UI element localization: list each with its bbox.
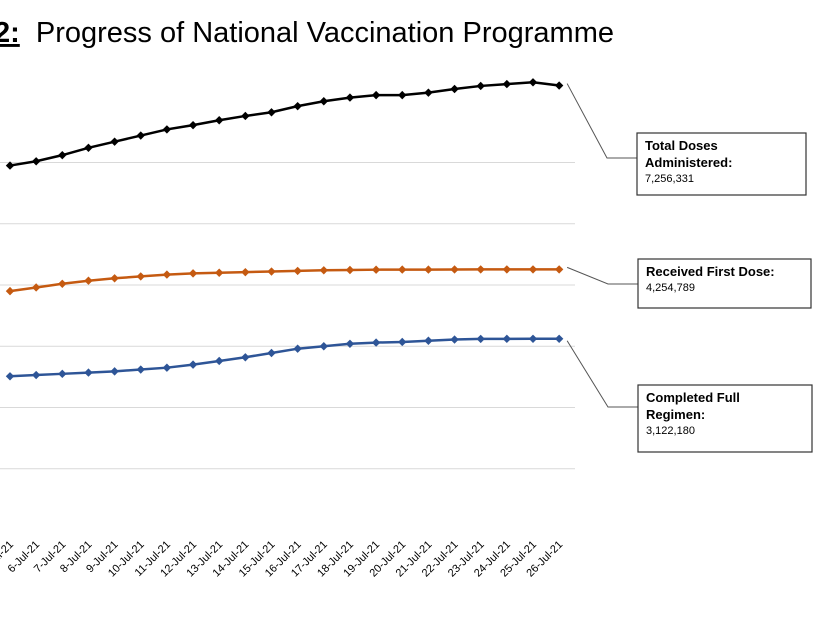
data-point: [58, 369, 67, 379]
callout-leader: [566, 83, 637, 159]
data-point: [345, 265, 355, 275]
series-line: [9, 337, 560, 378]
callout-box: [637, 258, 812, 309]
data-point: [162, 363, 172, 372]
series-layer: [5, 78, 564, 381]
data-point: [215, 356, 224, 366]
series-1: [5, 265, 564, 296]
data-point: [371, 338, 381, 347]
data-point: [136, 272, 145, 281]
callout-box: [637, 384, 813, 453]
callout-layer: Total Doses Administered: 7,256,331 Receive…: [566, 83, 813, 453]
series-line: [9, 268, 560, 293]
data-point: [110, 367, 119, 376]
callout-value: 3,122,180: [646, 425, 695, 437]
data-point: [31, 157, 41, 166]
data-point: [293, 266, 302, 276]
data-point: [554, 265, 564, 274]
callout-title: Total Doses: [645, 138, 718, 153]
data-point: [5, 372, 15, 381]
callout-box: [636, 132, 807, 196]
data-point: [241, 353, 250, 362]
callout-0: Total Doses Administered: 7,256,331: [566, 83, 807, 196]
chart-title-text: Progress of National Vaccination Program…: [36, 17, 614, 49]
data-point: [136, 365, 145, 374]
data-point: [110, 137, 119, 146]
callout-1: Received First Dose: 4,254,789: [566, 258, 812, 309]
callout-title: Administered:: [645, 155, 732, 170]
data-point: [84, 368, 93, 377]
callout-title: Completed Full: [646, 390, 740, 405]
data-point: [476, 334, 485, 344]
data-point: [162, 270, 172, 279]
data-point: [215, 268, 224, 277]
callout-2: Completed Full Regimen: 3,122,180: [566, 340, 813, 453]
data-point: [293, 101, 302, 111]
data-point: [241, 267, 250, 277]
data-point: [502, 265, 512, 274]
data-point: [502, 334, 512, 344]
data-point: [450, 335, 459, 344]
callout-value: 7,256,331: [645, 173, 694, 185]
data-point: [188, 120, 198, 130]
data-point: [371, 265, 381, 274]
data-point: [476, 81, 485, 91]
series-line: [9, 81, 560, 167]
callout-title: Regimen:: [646, 407, 705, 422]
callout-title: Received First Dose:: [646, 264, 775, 279]
data-point: [554, 334, 564, 343]
callout-leader: [566, 340, 638, 408]
data-point: [267, 348, 276, 358]
data-point: [424, 265, 433, 274]
data-point: [345, 93, 355, 102]
data-point: [398, 337, 407, 347]
series-2: [5, 334, 564, 381]
data-point: [398, 265, 407, 274]
data-point: [528, 265, 538, 274]
data-point: [319, 342, 328, 351]
data-point: [424, 88, 433, 97]
data-point: [267, 108, 276, 117]
data-point: [188, 269, 198, 278]
gridlines: [0, 162, 575, 470]
chart-title-number: 2:: [0, 17, 20, 49]
data-point: [319, 97, 328, 106]
data-point: [136, 131, 145, 140]
chart-title: 2: Progress of National Vaccination Prog…: [0, 17, 614, 49]
data-point: [58, 279, 67, 288]
data-point: [84, 276, 93, 285]
data-point: [188, 360, 198, 369]
data-point: [450, 265, 459, 274]
data-point: [31, 370, 41, 380]
data-point: [5, 161, 15, 170]
data-point: [554, 81, 564, 90]
data-point: [476, 265, 485, 274]
data-point: [58, 150, 67, 160]
data-point: [502, 79, 512, 89]
callout-value: 4,254,789: [646, 282, 695, 294]
data-point: [424, 336, 433, 345]
data-point: [241, 111, 250, 121]
data-point: [398, 90, 407, 100]
data-point: [345, 339, 355, 348]
data-point: [162, 125, 172, 134]
series-0: [5, 78, 564, 170]
data-point: [528, 334, 538, 344]
data-point: [371, 90, 381, 100]
data-point: [31, 283, 41, 292]
data-point: [450, 84, 459, 94]
data-point: [110, 274, 119, 283]
x-axis-ticks: 5-Jul-216-Jul-217-Jul-218-Jul-219-Jul-21…: [0, 539, 565, 580]
data-point: [215, 116, 224, 125]
data-point: [267, 267, 276, 276]
data-point: [319, 266, 328, 275]
data-point: [84, 143, 93, 152]
callout-leader: [566, 266, 638, 285]
data-point: [5, 286, 15, 296]
data-point: [293, 344, 302, 353]
data-point: [528, 78, 538, 87]
